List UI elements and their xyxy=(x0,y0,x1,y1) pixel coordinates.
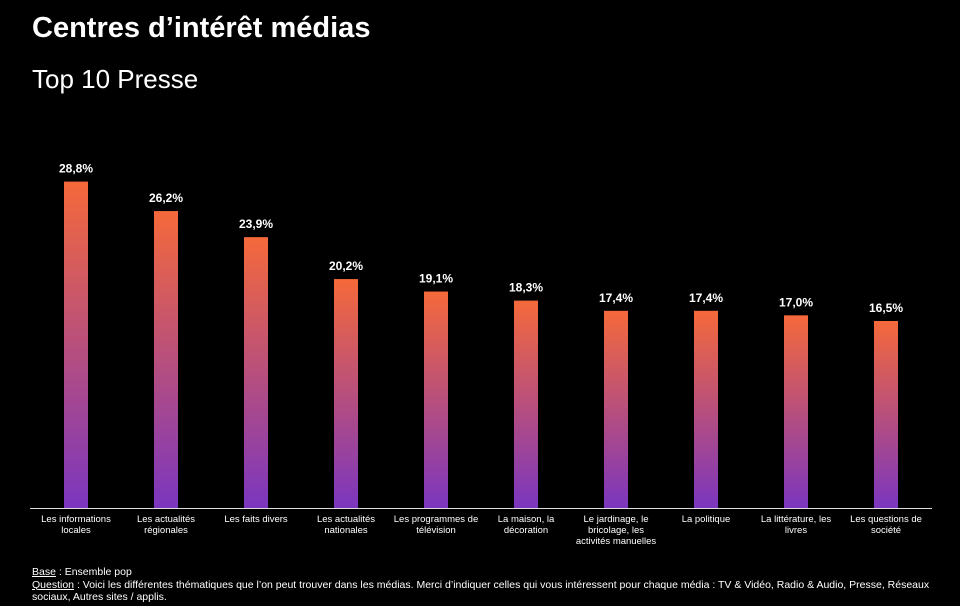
x-tick-label: Les actualités régionales xyxy=(136,514,196,536)
bar xyxy=(874,321,898,508)
bar xyxy=(694,310,718,508)
x-tick-label: Les actualités nationales xyxy=(316,514,376,536)
value-label: 16,5% xyxy=(869,301,903,315)
value-label: 20,2% xyxy=(329,259,363,273)
bar xyxy=(784,315,808,508)
chart-subtitle: Top 10 Presse xyxy=(32,64,199,94)
x-tick-label: La maison, la décoration xyxy=(497,514,555,536)
footnote-text: : Ensemble pop xyxy=(55,566,132,578)
footnote-text: : Voici les différentes thématiques que … xyxy=(32,578,930,604)
footnote: Base : Ensemble pop xyxy=(32,566,932,579)
bar xyxy=(64,181,88,508)
x-tick-label: La littérature, les livres xyxy=(760,514,832,536)
value-label: 23,9% xyxy=(239,217,273,231)
value-label: 17,4% xyxy=(599,291,633,305)
value-label: 17,4% xyxy=(689,291,723,305)
footnotes: Base : Ensemble pop Question : Voici les … xyxy=(32,566,932,604)
x-tick-label: Les informations locales xyxy=(41,514,111,536)
x-tick-label: Les programmes de télévision xyxy=(393,514,479,536)
value-label: 19,1% xyxy=(419,272,453,286)
value-label: 17,0% xyxy=(779,295,813,309)
x-tick-label: Le jardinage, le bricolage, les activité… xyxy=(575,514,657,547)
bar xyxy=(154,211,178,509)
bar xyxy=(604,310,628,508)
chart-title: Centres d’intérêt médias xyxy=(32,12,371,44)
footnote: Question : Voici les différentes thémati… xyxy=(32,579,932,604)
value-label: 28,8% xyxy=(59,162,93,176)
bar xyxy=(424,291,448,508)
x-tick-label: Les questions de société xyxy=(850,514,922,536)
bar xyxy=(334,279,358,508)
bar xyxy=(514,300,538,508)
x-tick-label: La politique xyxy=(681,514,731,525)
value-label: 18,3% xyxy=(509,281,543,295)
footnote-label: Base xyxy=(32,566,56,578)
footnote-label: Question xyxy=(32,578,75,591)
x-tick-label: Les faits divers xyxy=(224,514,288,525)
value-label: 26,2% xyxy=(149,191,183,205)
bar xyxy=(244,237,268,508)
